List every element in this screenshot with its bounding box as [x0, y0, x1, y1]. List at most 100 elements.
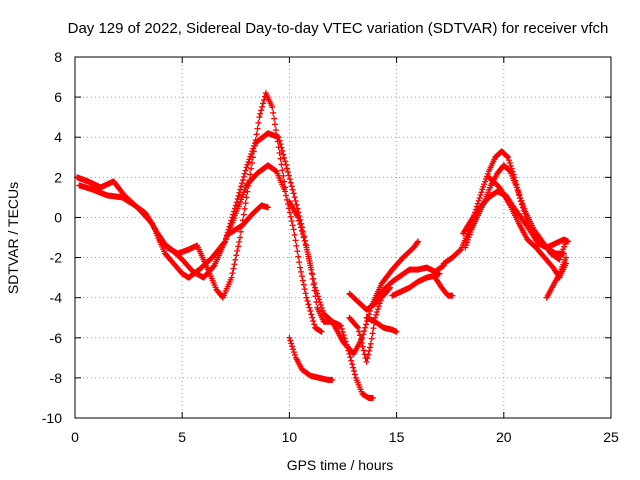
data-point — [249, 160, 256, 167]
series-track-9 — [346, 262, 447, 313]
data-point — [368, 335, 375, 342]
data-point — [342, 338, 349, 345]
data-point — [369, 330, 376, 337]
data-point — [312, 284, 319, 291]
data-point — [238, 228, 245, 235]
data-point — [294, 248, 301, 255]
data-point — [275, 144, 282, 151]
data-point — [300, 281, 307, 288]
data-point — [355, 328, 362, 335]
data-point — [393, 328, 400, 335]
data-point — [311, 321, 318, 328]
data-point — [254, 125, 261, 132]
data-point — [290, 226, 297, 233]
data-point — [360, 347, 367, 354]
data-point — [282, 158, 289, 165]
data-point — [302, 241, 309, 248]
y-tick-labels: -10 -8 -6 -4 -2 0 2 4 6 8 — [42, 49, 62, 426]
data-point — [288, 218, 295, 225]
data-point — [309, 314, 316, 321]
y-tick-label: 4 — [54, 129, 62, 145]
data-point — [242, 167, 249, 174]
data-point — [288, 183, 295, 190]
data-point — [299, 231, 306, 238]
data-point — [278, 161, 285, 168]
data-point — [235, 243, 242, 250]
data-point — [304, 298, 311, 305]
data-point — [513, 184, 520, 191]
data-point — [283, 192, 290, 199]
y-axis-label: SDTVAR / TECUs — [5, 182, 21, 294]
data-point — [247, 171, 254, 178]
data-point — [338, 325, 345, 332]
data-point — [291, 194, 298, 201]
data-point — [307, 308, 314, 315]
data-point — [307, 262, 314, 269]
data-point — [329, 376, 336, 383]
data-point — [249, 154, 256, 161]
data-point — [250, 148, 257, 155]
data-point — [304, 248, 311, 255]
plot-frame — [74, 56, 612, 419]
data-point — [229, 270, 236, 277]
data-point — [293, 242, 300, 249]
data-point — [298, 227, 305, 234]
data-point — [281, 178, 288, 185]
data-point — [231, 261, 238, 268]
series-track-7 — [346, 284, 394, 365]
data-point — [347, 354, 354, 361]
data-point — [296, 221, 303, 228]
data-point — [477, 192, 484, 199]
data-point — [273, 132, 280, 139]
data-point — [310, 318, 317, 325]
data-point — [362, 324, 369, 331]
data-point — [351, 371, 358, 378]
data-point — [289, 186, 296, 193]
data-point — [232, 202, 239, 209]
data-point — [248, 165, 255, 172]
data-point — [504, 153, 511, 160]
data-point — [221, 239, 228, 246]
data-point — [310, 275, 317, 282]
data-point — [232, 256, 239, 263]
data-point — [260, 100, 267, 107]
data-point — [238, 183, 245, 190]
data-point — [507, 162, 514, 169]
series-track-2 — [76, 90, 289, 301]
x-tick-label: 25 — [603, 429, 619, 445]
data-point — [305, 301, 312, 308]
data-point — [282, 188, 289, 195]
data-point — [373, 311, 380, 318]
data-point — [242, 200, 249, 207]
data-point — [415, 238, 422, 245]
series-track-4 — [226, 202, 271, 237]
data-point — [350, 364, 357, 371]
data-point — [318, 304, 325, 311]
data-point — [291, 231, 298, 238]
data-point — [295, 217, 302, 224]
data-point — [234, 247, 241, 254]
series-track-6 — [286, 198, 377, 401]
data-point — [506, 167, 513, 174]
data-point — [319, 307, 326, 314]
data-point — [237, 234, 244, 241]
data-point — [292, 197, 299, 204]
data-point — [358, 339, 365, 346]
data-point — [240, 173, 247, 180]
data-point — [287, 179, 294, 186]
data-point — [290, 346, 297, 353]
data-point — [258, 107, 265, 114]
data-point — [233, 252, 240, 259]
data-point — [337, 322, 344, 329]
data-point — [286, 209, 293, 216]
data-point — [272, 127, 279, 134]
data-point — [299, 277, 306, 284]
y-tick-label: -10 — [42, 410, 62, 426]
data-point — [287, 337, 294, 344]
series-track-8 — [363, 314, 400, 335]
data-point — [314, 290, 321, 297]
series-track-1 — [74, 130, 422, 357]
data-point — [274, 138, 281, 145]
y-tick-label: -4 — [50, 290, 63, 306]
